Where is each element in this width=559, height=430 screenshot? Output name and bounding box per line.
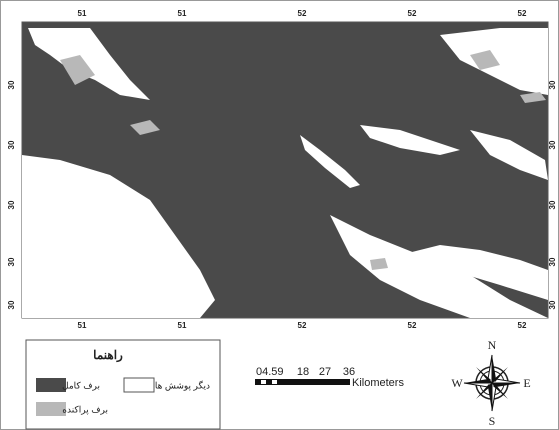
other-cover (22, 28, 548, 318)
legend-label: برف پراکنده (62, 404, 108, 415)
tick-label: 30 (7, 200, 16, 209)
scale-label: 04.59 (256, 366, 284, 378)
legend-swatch (36, 378, 66, 392)
scattered-snow (60, 50, 546, 270)
tick-label: 52 (408, 9, 417, 18)
compass-label: W (451, 376, 463, 390)
tick-label: 30 (7, 300, 16, 309)
legend-label: برف کامل (62, 380, 100, 391)
tick-label: 30 (548, 300, 557, 309)
legend-label: دیگر پوشش ها (155, 379, 210, 391)
tick-label: 51 (178, 9, 187, 18)
compass-label: E (523, 376, 530, 390)
legend-swatch (36, 402, 66, 416)
tick-label: 52 (298, 9, 307, 18)
legend-swatch (123, 377, 155, 393)
tick-label: 51 (78, 9, 87, 18)
compass-rose (463, 354, 521, 412)
compass-label: N (488, 338, 497, 352)
scale-unit: Kilometers (352, 377, 404, 389)
tick-label: 30 (548, 257, 557, 266)
tick-label: 51 (78, 321, 87, 330)
tick-label: 30 (7, 140, 16, 149)
compass-label: S (489, 414, 496, 428)
scale-bar (255, 379, 350, 385)
tick-label: 52 (518, 321, 527, 330)
tick-label: 52 (408, 321, 417, 330)
tick-label: 30 (7, 257, 16, 266)
tick-label: 51 (178, 321, 187, 330)
tick-label: 52 (518, 9, 527, 18)
tick-label: 30 (7, 80, 16, 89)
tick-label: 30 (548, 140, 557, 149)
tick-label: 30 (548, 80, 557, 89)
scale-label: 18 (297, 366, 309, 378)
tick-label: 52 (298, 321, 307, 330)
scale-label: 27 (319, 366, 331, 378)
scale-label: 36 (343, 366, 355, 378)
tick-label: 30 (548, 200, 557, 209)
legend-title: راهنما (93, 348, 123, 363)
